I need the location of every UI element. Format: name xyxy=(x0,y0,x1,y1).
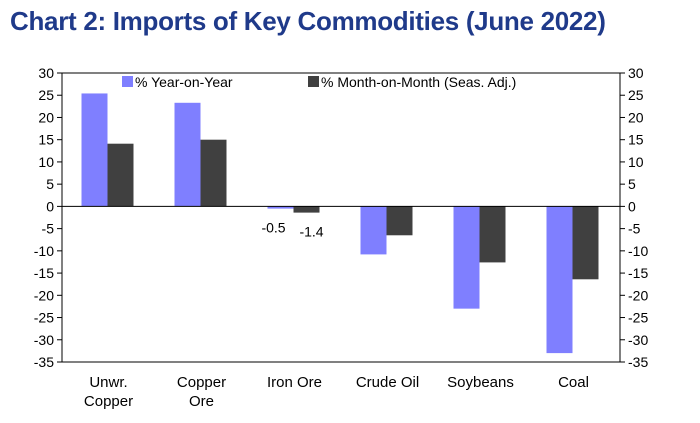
bar-series-1-cat-2 xyxy=(293,206,320,213)
right-tick-label: -20 xyxy=(628,287,648,303)
right-tick-label: -25 xyxy=(628,310,648,326)
right-tick-label: 30 xyxy=(628,65,644,81)
left-tick-label: -35 xyxy=(34,354,54,370)
bar-series-1-cat-4 xyxy=(479,206,506,263)
left-tick-label: 10 xyxy=(38,154,54,170)
bar-series-1-cat-5 xyxy=(572,206,599,280)
category-label: Copper xyxy=(177,374,226,391)
right-tick-label: 10 xyxy=(628,154,644,170)
category-label: Soybeans xyxy=(447,374,514,391)
bar-series-1-cat-1 xyxy=(200,139,227,207)
legend-label-1: % Month-on-Month (Seas. Adj.) xyxy=(321,74,516,90)
bar-series-0-cat-5 xyxy=(546,206,573,354)
category-label: Iron Ore xyxy=(267,374,322,391)
right-tick-label: -10 xyxy=(628,243,648,259)
category-label: Copper xyxy=(84,393,133,410)
bar-series-0-cat-4 xyxy=(453,206,480,309)
right-tick-label: 15 xyxy=(628,132,644,148)
legend-label-0: % Year-on-Year xyxy=(135,74,233,90)
legend-swatch-0 xyxy=(122,76,133,87)
right-tick-label: -35 xyxy=(628,354,648,370)
category-label: Coal xyxy=(558,374,589,391)
right-tick-label: -30 xyxy=(628,332,648,348)
left-tick-label: -25 xyxy=(34,310,54,326)
legend: % Year-on-Year % Month-on-Month (Seas. Ad… xyxy=(122,74,516,90)
left-tick-label: 25 xyxy=(38,87,54,103)
category-labels: Unwr. Copper Copper Ore Iron Ore Crude Oil Soy… xyxy=(84,374,589,410)
legend-swatch-1 xyxy=(308,76,319,87)
left-tick-label: -30 xyxy=(34,332,54,348)
right-tick-label: -5 xyxy=(628,221,641,237)
bar-series-0-cat-3 xyxy=(360,206,387,255)
left-tick-label: -10 xyxy=(34,243,54,259)
bar-series-0-cat-0 xyxy=(81,93,108,207)
right-tick-label: -15 xyxy=(628,265,648,281)
category-label: Ore xyxy=(189,393,214,410)
left-y-axis: 30 25 20 15 10 5 0 -5 -10 -15 -20 -25 -30 -35 xyxy=(34,65,62,370)
left-tick-label: -20 xyxy=(34,287,54,303)
left-tick-label: -15 xyxy=(34,265,54,281)
left-tick-label: -5 xyxy=(42,221,55,237)
right-tick-label: 25 xyxy=(628,87,644,103)
chart-title: Chart 2: Imports of Key Commodities (Jun… xyxy=(10,6,606,36)
left-tick-label: 30 xyxy=(38,65,54,81)
left-tick-label: 20 xyxy=(38,109,54,125)
plot-frame xyxy=(61,72,621,363)
right-tick-label: 0 xyxy=(628,198,636,214)
right-tick-label: 20 xyxy=(628,109,644,125)
category-label: Unwr. xyxy=(89,374,127,391)
right-y-axis: 30 25 20 15 10 5 0 -5 -10 -15 -20 -25 -30 -35 xyxy=(620,65,648,370)
left-tick-label: 15 xyxy=(38,132,54,148)
data-label: -0.5 xyxy=(261,220,285,236)
bar-series-1-cat-3 xyxy=(386,206,413,236)
data-labels: -0.5 -1.4 xyxy=(261,220,323,240)
left-tick-label: 5 xyxy=(46,176,54,192)
bars xyxy=(81,93,599,354)
data-label: -1.4 xyxy=(299,224,323,240)
bar-series-0-cat-1 xyxy=(174,102,201,207)
category-label: Crude Oil xyxy=(356,374,419,391)
plot-border xyxy=(61,72,621,363)
bar-series-0-cat-2 xyxy=(267,206,294,209)
left-tick-label: 0 xyxy=(46,198,54,214)
bar-series-1-cat-0 xyxy=(107,143,134,207)
right-tick-label: 5 xyxy=(628,176,636,192)
